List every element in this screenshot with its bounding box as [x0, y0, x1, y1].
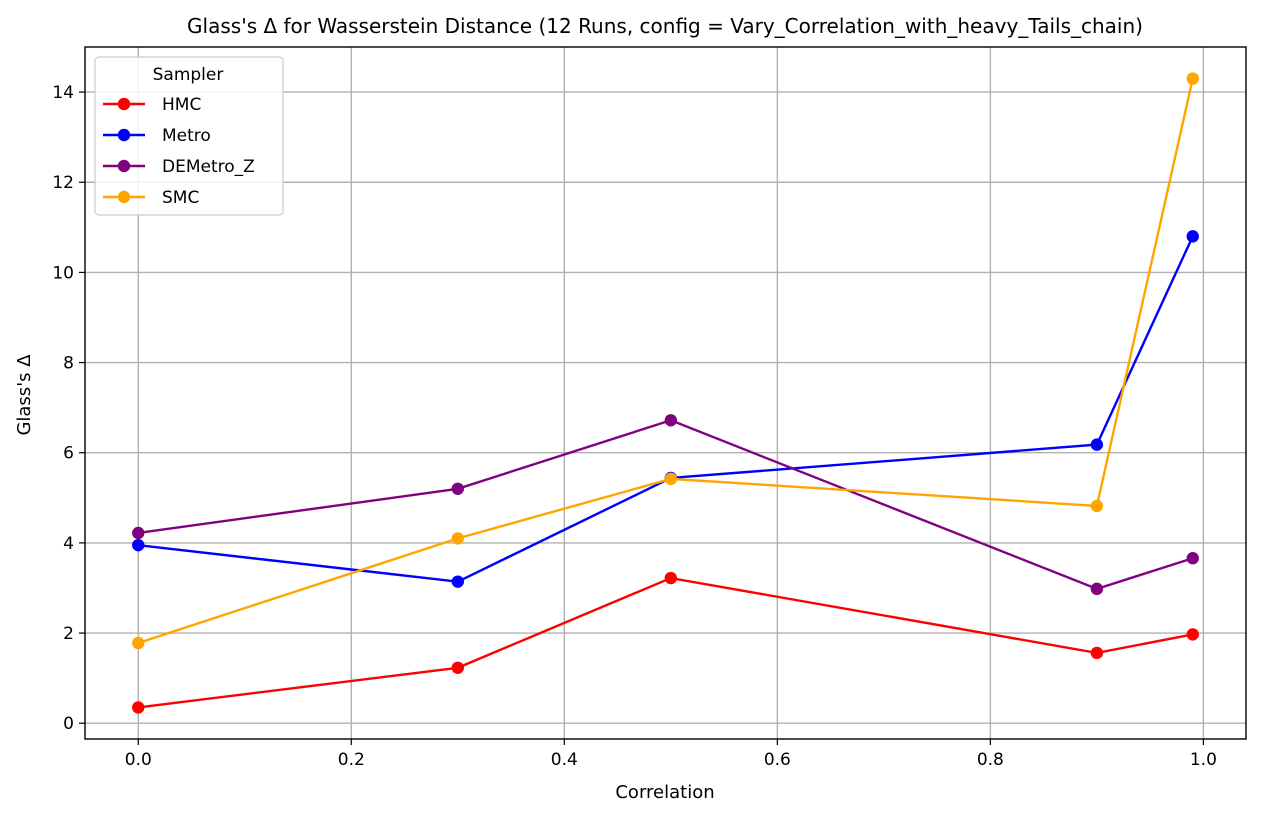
legend-label: SMC	[162, 188, 199, 208]
legend-label: Metro	[162, 126, 211, 146]
y-tick-label: 2	[63, 624, 74, 644]
data-point	[664, 472, 678, 486]
y-tick-label: 12	[52, 173, 74, 193]
y-axis-label: Glass's Δ	[14, 354, 35, 436]
legend-box	[94, 56, 284, 216]
legend-item: SMC	[103, 188, 199, 208]
legend-marker	[117, 159, 131, 173]
y-tick-label: 14	[52, 83, 74, 103]
data-point	[451, 661, 464, 674]
legend: Sampler HMC Metro DEMetro_Z SMC	[94, 56, 284, 216]
data-point	[664, 414, 678, 427]
y-tick-label: 8	[63, 354, 74, 374]
data-point	[132, 526, 145, 540]
data-point	[132, 636, 145, 650]
x-tick-label: 0.4	[551, 750, 578, 770]
data-point	[1186, 628, 1199, 641]
legend-item: DEMetro_Z	[103, 157, 255, 177]
series-demetro-z	[132, 414, 1199, 596]
data-point	[451, 575, 464, 588]
legend-marker	[117, 128, 131, 142]
data-point	[1186, 230, 1199, 243]
data-point	[1186, 552, 1199, 565]
series-layer	[132, 72, 1199, 714]
ticks: 0.0 0.2 0.4 0.6 0.8 1.0 0 2 4 6 8 10 12 14	[52, 83, 1217, 770]
x-tick-label: 0.2	[338, 750, 365, 770]
legend-marker	[117, 190, 131, 204]
series-smc	[132, 72, 1199, 650]
y-tick-label: 10	[52, 263, 74, 283]
data-point	[1090, 499, 1104, 513]
legend-marker	[117, 97, 131, 111]
data-point	[1090, 582, 1104, 596]
data-point	[451, 532, 464, 545]
legend-title: Sampler	[153, 65, 224, 85]
series-hmc	[132, 571, 1199, 714]
y-tick-label: 0	[63, 714, 74, 734]
y-tick-label: 4	[63, 534, 74, 554]
series-line	[137, 78, 1194, 645]
data-point	[664, 571, 678, 585]
x-tick-label: 0.8	[977, 750, 1004, 770]
data-point	[132, 538, 145, 552]
x-tick-label: 0.0	[125, 750, 152, 770]
legend-item: Metro	[103, 126, 211, 146]
chart-title: Glass's Δ for Wasserstein Distance (12 R…	[187, 14, 1143, 38]
series-line	[138, 576, 1193, 709]
legend-label: HMC	[162, 95, 201, 115]
series-line	[138, 235, 1194, 583]
data-point	[1186, 72, 1199, 85]
x-tick-label: 0.6	[764, 750, 791, 770]
legend-item: HMC	[103, 95, 201, 115]
y-tick-label: 6	[63, 444, 74, 464]
x-tick-label: 1.0	[1190, 750, 1217, 770]
x-axis-label: Correlation	[615, 782, 714, 803]
legend-label: DEMetro_Z	[162, 157, 255, 177]
plot-frame	[84, 46, 1247, 740]
data-point	[451, 482, 464, 495]
data-point	[1090, 646, 1104, 660]
grid	[85, 47, 1246, 739]
series-metro	[132, 230, 1199, 588]
data-point	[132, 701, 145, 714]
data-point	[1090, 438, 1104, 451]
